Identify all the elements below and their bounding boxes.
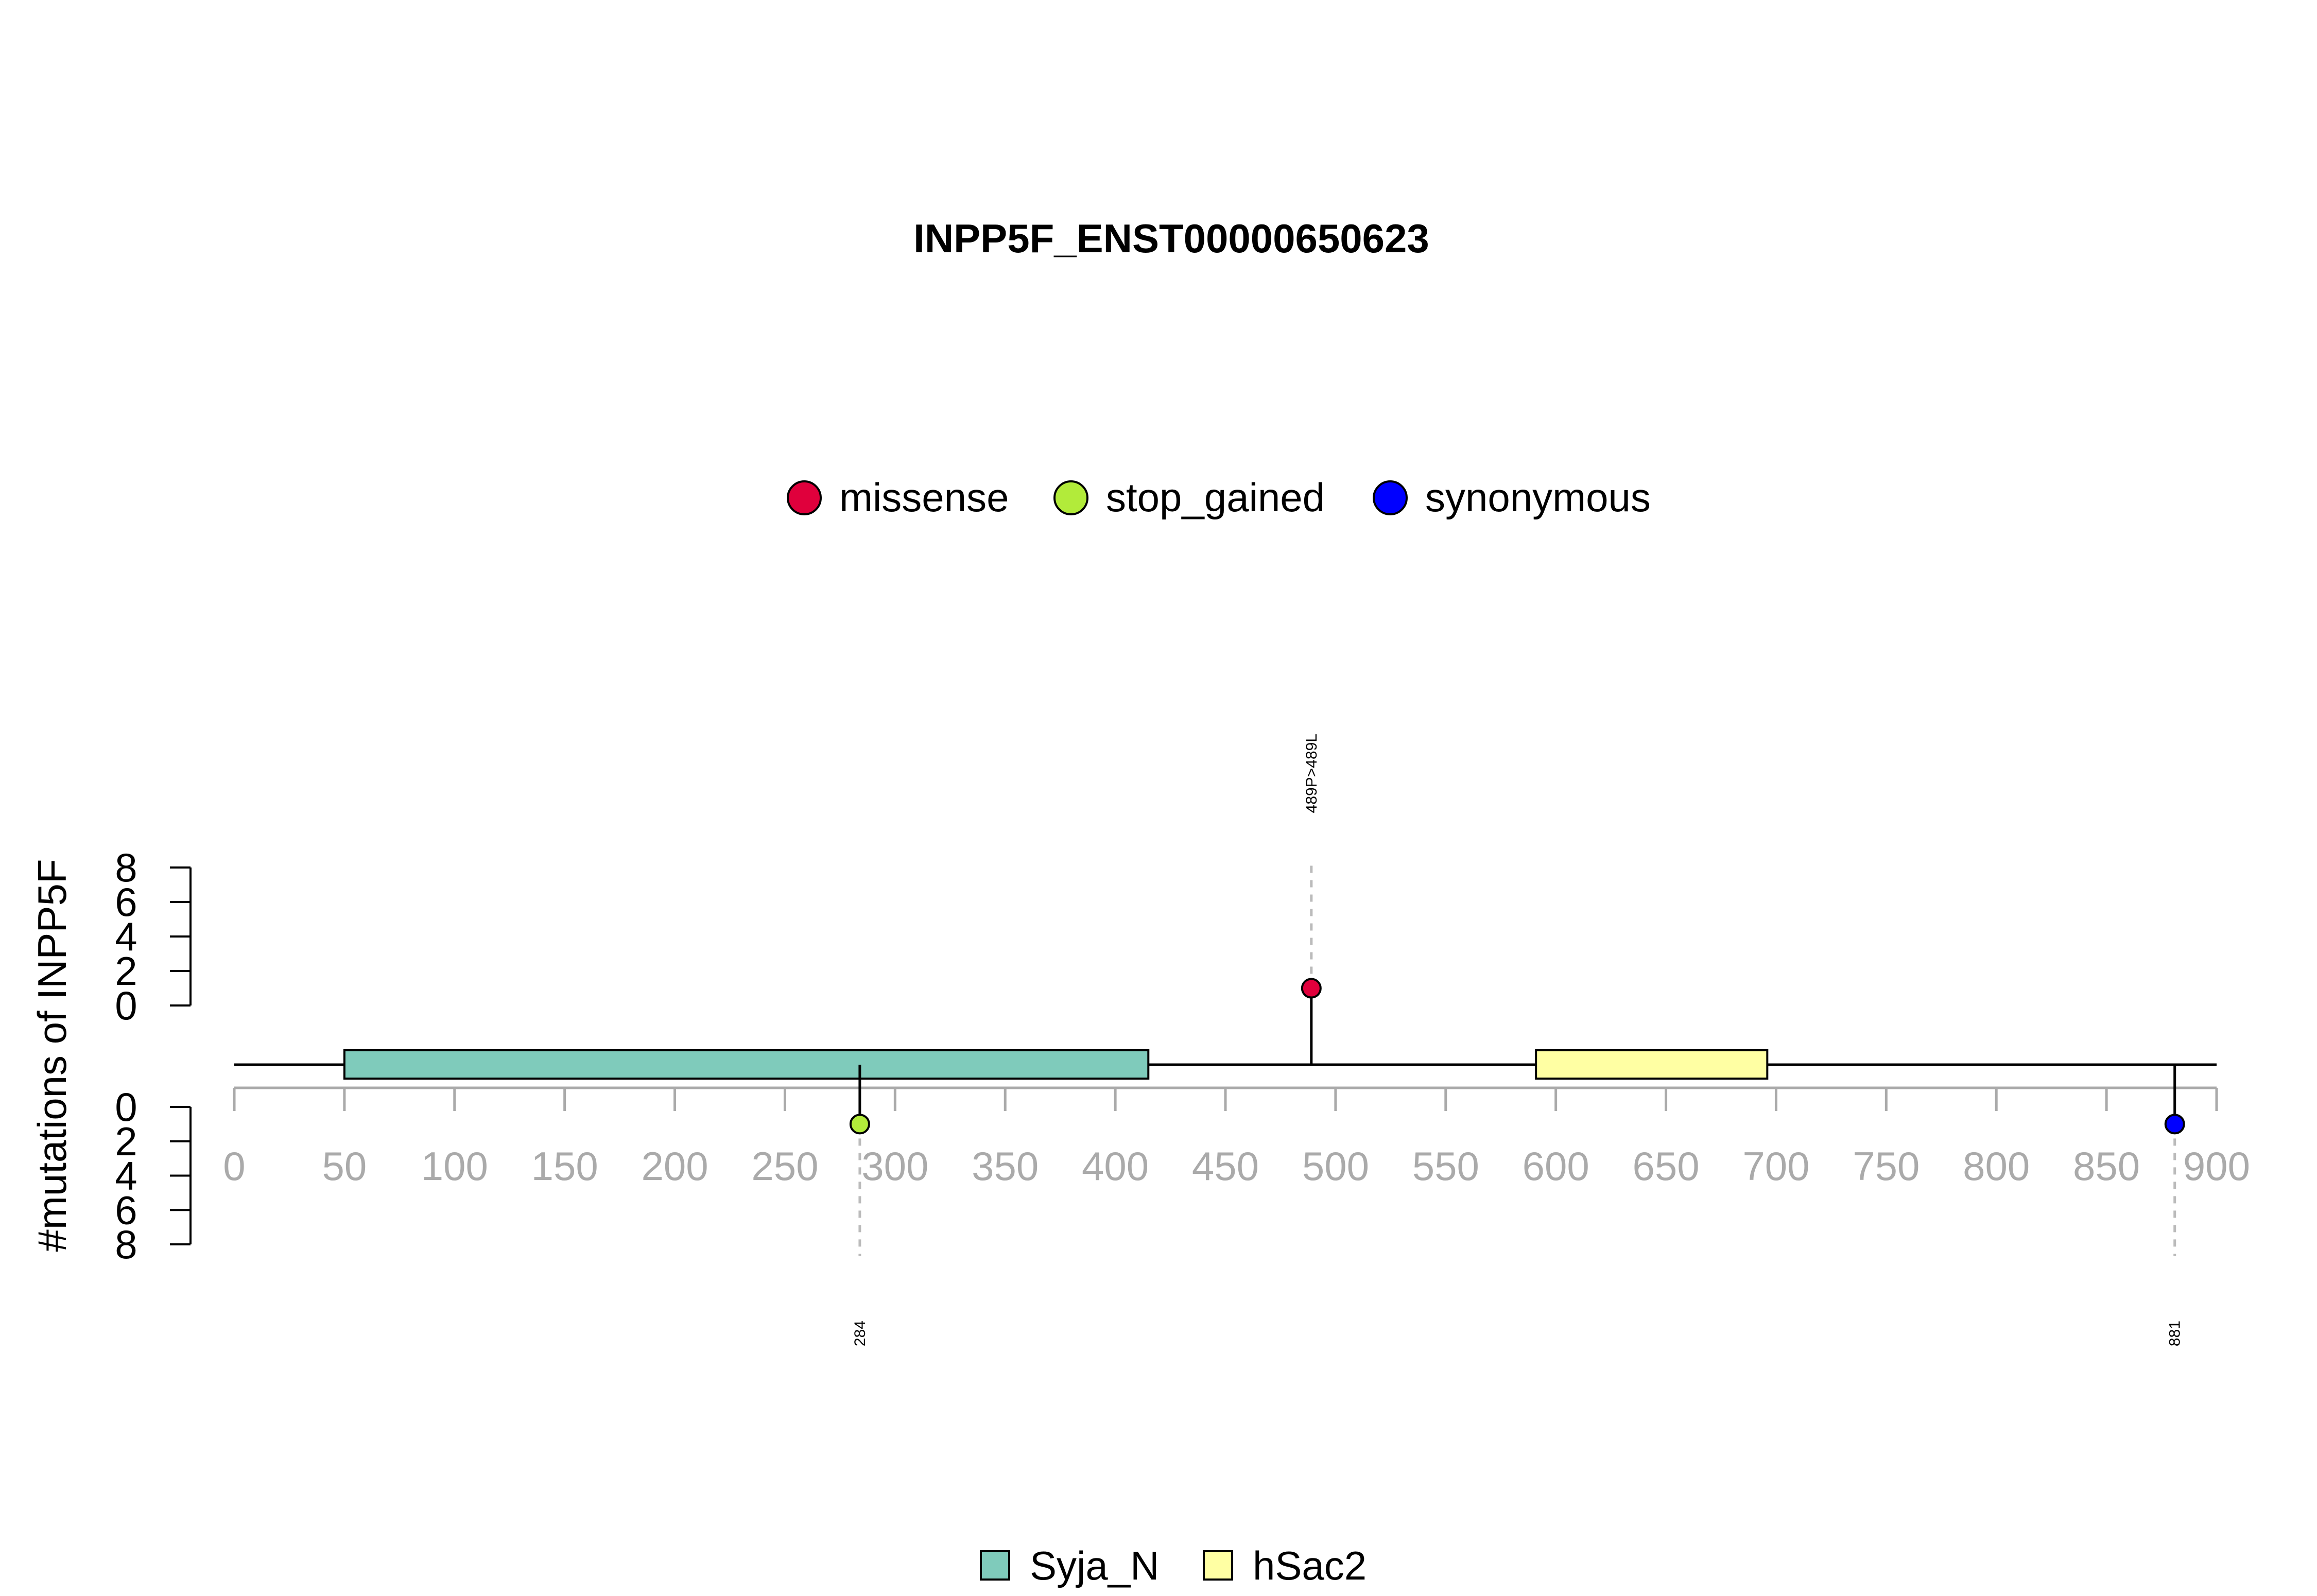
mutation-legend: missense stop_gained synonymous bbox=[787, 475, 1651, 520]
y-top-axis-tick-label: 2 bbox=[115, 948, 137, 994]
legend-label-synonymous: synonymous bbox=[1425, 475, 1651, 520]
mutation-point-synonymous-881 bbox=[2164, 1114, 2185, 1135]
legend-label-missense: missense bbox=[839, 475, 1009, 520]
x-tick-label: 850 bbox=[2073, 1143, 2140, 1189]
legend-swatch-hsac2 bbox=[1203, 1550, 1233, 1581]
mutation-label-synonymous-881: 881 bbox=[2167, 1321, 2184, 1346]
x-tick-label: 550 bbox=[1412, 1143, 1479, 1189]
x-axis: 0 50 100 150 200 250 300 350 400 450 500 550 600 650 7… bbox=[223, 1086, 2250, 1189]
y-bottom-axis-tick-label: 6 bbox=[115, 1187, 137, 1233]
x-tick-label: 250 bbox=[751, 1143, 818, 1189]
y-top-axis-tick-label: 8 bbox=[115, 845, 137, 890]
legend-swatch-missense bbox=[787, 480, 822, 515]
x-tick-label: 500 bbox=[1302, 1143, 1369, 1189]
legend-label-hsac2: hSac2 bbox=[1253, 1543, 1367, 1588]
mutation-lollipops: 489P>489L 284 881 bbox=[849, 734, 2185, 1346]
mutation-point-missense-489 bbox=[1301, 978, 1322, 999]
legend-swatch-stop-gained bbox=[1053, 480, 1088, 515]
x-tick-label: 750 bbox=[1853, 1143, 1920, 1189]
x-tick-label: 700 bbox=[1742, 1143, 1809, 1189]
x-tick-label: 100 bbox=[421, 1143, 488, 1189]
x-tick-label: 200 bbox=[641, 1143, 708, 1189]
x-tick-label: 450 bbox=[1192, 1143, 1259, 1189]
y-bottom-axis-tick-label: 0 bbox=[115, 1084, 137, 1130]
x-tick-label: 350 bbox=[972, 1143, 1039, 1189]
x-tick-label: 650 bbox=[1632, 1143, 1699, 1189]
domain-legend: Syja_N hSac2 bbox=[980, 1543, 1367, 1588]
legend-swatch-synonymous bbox=[1373, 480, 1408, 515]
x-tick-label: 300 bbox=[861, 1143, 928, 1189]
domain-boxes bbox=[343, 1049, 1769, 1080]
domain-hsac2 bbox=[1535, 1049, 1769, 1080]
domain-syja-n bbox=[343, 1049, 1150, 1080]
y-bottom-axis-tick-label: 8 bbox=[115, 1222, 137, 1267]
mutation-label-stop-gained-284: 284 bbox=[852, 1321, 869, 1346]
x-tick-label: 50 bbox=[322, 1143, 367, 1189]
mutation-label-missense-489: 489P>489L bbox=[1303, 734, 1320, 813]
x-tick-label: 600 bbox=[1523, 1143, 1589, 1189]
x-tick-label: 400 bbox=[1082, 1143, 1149, 1189]
mutation-point-stop-gained-284 bbox=[849, 1114, 870, 1135]
x-tick-label: 800 bbox=[1963, 1143, 2030, 1189]
y-bottom-axis-tick-label: 2 bbox=[115, 1119, 137, 1164]
y-axis-label: #mutations of INPP5F bbox=[29, 859, 75, 1252]
x-tick-label: 150 bbox=[531, 1143, 598, 1189]
y-top-axis-tick-label: 0 bbox=[115, 983, 137, 1028]
legend-label-syja-n: Syja_N bbox=[1030, 1543, 1159, 1588]
x-tick-label: 900 bbox=[2183, 1143, 2250, 1189]
y-bottom-axis-tick-label: 4 bbox=[115, 1153, 137, 1199]
y-top-axis-tick-label: 4 bbox=[115, 914, 137, 959]
x-tick-label: 0 bbox=[223, 1143, 245, 1189]
chart-title: INPP5F_ENST00000650623 bbox=[913, 216, 1429, 261]
legend-label-stop-gained: stop_gained bbox=[1106, 475, 1325, 520]
y-top-axis-tick-label: 6 bbox=[115, 879, 137, 925]
legend-swatch-syja-n bbox=[980, 1550, 1010, 1581]
